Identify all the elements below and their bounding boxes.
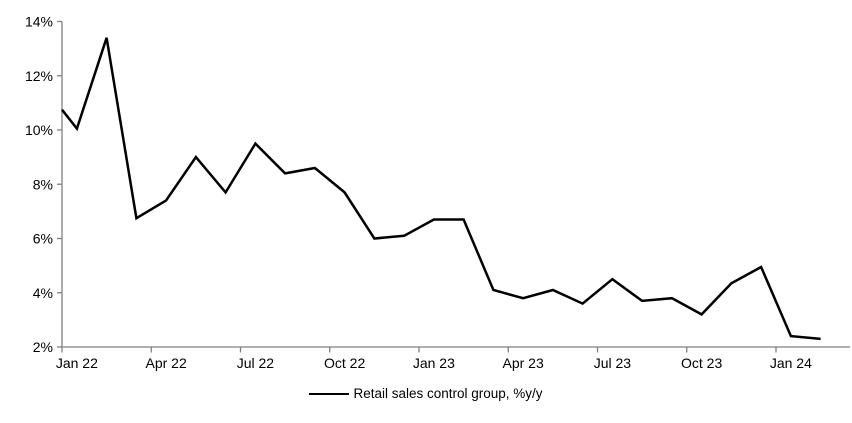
x-axis-label: Jan 23 (413, 355, 455, 371)
legend: Retail sales control group, %y/y (0, 386, 852, 401)
y-axis-label: 4% (33, 285, 53, 301)
line-chart-canvas: 2% 4% 6% 8% 10% 12% 14% Jan 22 Apr 22 Jul 22 Oct 2… (25, 14, 850, 371)
y-axis-label: 6% (33, 231, 53, 247)
y-axis-label: 8% (33, 176, 53, 192)
legend-line-swatch (309, 392, 350, 395)
y-axis-label: 2% (33, 339, 53, 355)
x-axis-label: Oct 23 (681, 355, 722, 371)
x-axis-label: Oct 22 (324, 355, 365, 371)
x-axis-label: Jan 24 (770, 355, 812, 371)
x-axis-label: Jan 22 (56, 355, 98, 371)
x-axis-label: Apr 23 (503, 355, 544, 371)
y-axis-label: 14% (25, 14, 53, 30)
x-axis-label: Jul 22 (237, 355, 275, 371)
x-axis-label: Apr 22 (146, 355, 187, 371)
x-axis-label: Jul 23 (594, 355, 632, 371)
y-axis-label: 10% (25, 122, 53, 138)
y-axis-label: 12% (25, 68, 53, 84)
legend-label: Retail sales control group, %y/y (353, 386, 543, 401)
series-line (61, 37, 821, 341)
